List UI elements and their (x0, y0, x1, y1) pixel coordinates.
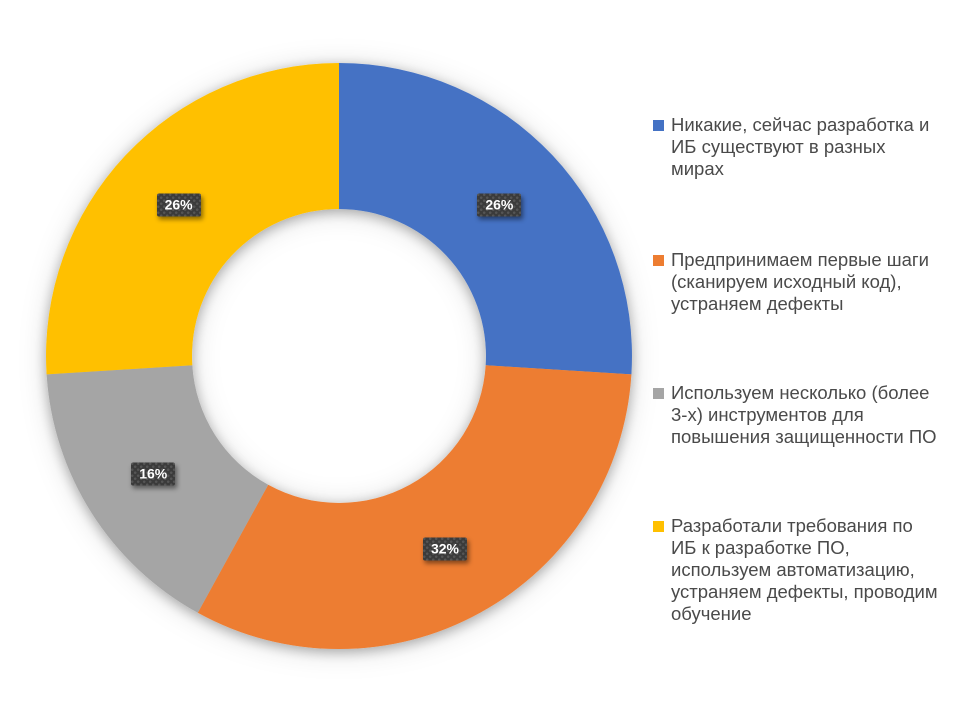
legend-item-label: Никакие, сейчас разработка и ИБ существу… (671, 114, 930, 179)
legend-swatch-icon (653, 388, 664, 399)
legend-item-3: Используем несколько (более 3-х) инструм… (653, 382, 937, 448)
data-label-segment-1: 26% (477, 194, 521, 217)
legend-item-label: Используем несколько (более 3-х) инструм… (671, 382, 937, 447)
legend-item-4: Разработали требования по ИБ к разработк… (653, 515, 938, 625)
legend-swatch-icon (653, 120, 664, 131)
legend-swatch-icon (653, 255, 664, 266)
donut-segment-1 (339, 63, 632, 375)
donut-segments-group (46, 63, 632, 650)
data-label-segment-2: 32% (423, 537, 467, 560)
data-label-segment-4: 26% (157, 194, 201, 217)
legend-item-label: Разработали требования по ИБ к разработк… (671, 515, 938, 624)
chart-legend: Никакие, сейчас разработка и ИБ существу… (653, 0, 968, 726)
donut-segment-4 (46, 63, 339, 375)
legend-swatch-icon (653, 521, 664, 532)
data-label-segment-3: 16% (131, 462, 175, 485)
legend-item-label: Предпринимаем первые шаги (сканируем исх… (671, 249, 929, 314)
legend-item-1: Никакие, сейчас разработка и ИБ существу… (653, 114, 929, 180)
donut-segment-3 (46, 365, 269, 613)
legend-item-2: Предпринимаем первые шаги (сканируем исх… (653, 249, 929, 315)
donut-segment-2 (197, 365, 632, 650)
